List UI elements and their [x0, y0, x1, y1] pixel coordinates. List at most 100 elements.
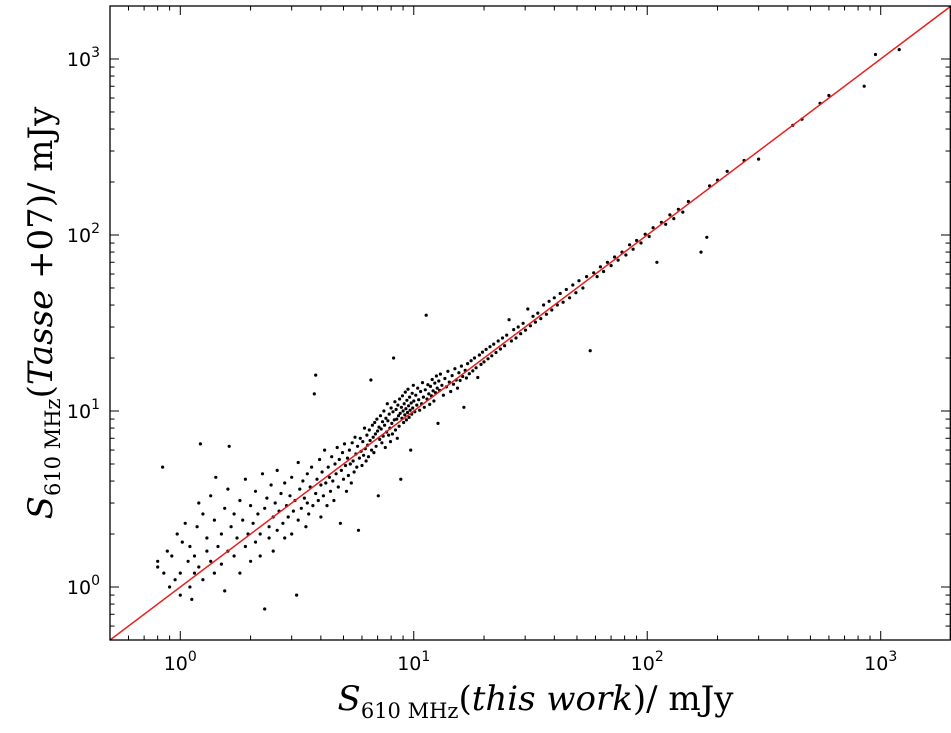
data-point [357, 456, 361, 460]
data-point [249, 504, 253, 508]
data-point [307, 512, 311, 516]
y-tick-label-exponent: 0 [91, 573, 100, 589]
x-tick-label: 101 [397, 649, 430, 675]
data-point [664, 222, 668, 226]
data-point [407, 415, 411, 419]
data-point [681, 210, 685, 214]
data-point [336, 485, 340, 489]
data-point [464, 376, 468, 380]
data-point [639, 241, 643, 245]
data-point [328, 489, 333, 493]
data-point [426, 383, 430, 387]
data-point [173, 578, 177, 582]
data-point [492, 342, 496, 346]
data-point [311, 504, 315, 508]
x-tick-label-base: 10 [164, 653, 188, 675]
data-point [592, 271, 596, 275]
data-point [283, 481, 287, 485]
data-point [241, 518, 245, 522]
data-point [467, 372, 471, 376]
y-label-symbol: S [21, 496, 61, 519]
data-point [398, 397, 402, 401]
y-axis-label: S610 MHz(Tasse +07)/ mJy [21, 106, 65, 519]
data-point [405, 410, 410, 415]
y-tick-label-base: 10 [67, 401, 91, 423]
data-point [395, 417, 399, 421]
data-point [319, 515, 323, 519]
data-point [461, 374, 465, 379]
y-tick-label-exponent: 3 [91, 45, 100, 61]
data-point [419, 389, 423, 394]
data-point [402, 402, 406, 406]
data-point [505, 333, 509, 337]
data-point [188, 585, 192, 589]
reference-line-group [109, 5, 951, 641]
data-point [197, 501, 201, 505]
data-point [453, 367, 457, 371]
data-point [209, 559, 213, 563]
data-point [568, 296, 572, 300]
data-point [438, 372, 442, 376]
data-point [190, 597, 194, 602]
data-point [301, 479, 305, 483]
data-point [616, 258, 620, 262]
data-point [390, 432, 394, 436]
data-point [446, 369, 450, 373]
y-tick-label-base: 10 [67, 577, 91, 599]
y-tick-label-base: 10 [67, 225, 91, 247]
data-point [431, 389, 435, 393]
data-point [422, 405, 426, 409]
data-point [256, 512, 260, 516]
data-point [450, 374, 454, 378]
data-point [319, 483, 323, 487]
y-label-subscript: 610 MHz [41, 398, 65, 496]
data-point [725, 169, 729, 173]
data-point [295, 593, 299, 597]
data-point [156, 559, 160, 563]
data-point [320, 470, 324, 474]
data-point [350, 441, 354, 445]
data-point [201, 578, 205, 582]
x-tick-label: 103 [864, 649, 897, 675]
x-axis-label: S610 MHz(this work)/ mJy [338, 679, 735, 723]
data-point [418, 408, 422, 412]
y-tick-label-base: 10 [67, 49, 91, 71]
data-point [395, 436, 399, 440]
data-point [490, 354, 494, 358]
data-point [412, 399, 416, 403]
data-point [430, 377, 434, 382]
data-point [168, 585, 172, 589]
y-tick-label-exponent: 1 [91, 397, 100, 413]
data-point [227, 444, 231, 448]
data-point [424, 313, 428, 317]
data-point [209, 494, 213, 498]
data-point [375, 417, 379, 421]
data-point [366, 455, 371, 459]
data-point [161, 465, 165, 469]
data-point [372, 451, 376, 455]
x-tick-label-base: 10 [864, 653, 888, 675]
data-point [243, 477, 247, 481]
data-point [291, 509, 295, 513]
data-point [404, 418, 408, 422]
data-point [373, 432, 377, 436]
data-point [384, 416, 388, 420]
data-point [390, 421, 394, 425]
data-point [547, 299, 551, 303]
data-point [514, 336, 518, 340]
data-point [223, 506, 227, 510]
data-point [180, 540, 184, 544]
data-point [334, 472, 338, 476]
data-point [383, 445, 387, 450]
data-point [440, 383, 444, 387]
data-point [609, 264, 613, 268]
data-point [503, 344, 507, 348]
data-point [188, 544, 192, 549]
data-point [344, 489, 349, 493]
data-point [212, 571, 216, 575]
data-point [315, 477, 319, 481]
data-point [279, 491, 283, 496]
data-point [631, 247, 635, 251]
data-point [316, 498, 320, 503]
data-point [403, 390, 407, 394]
